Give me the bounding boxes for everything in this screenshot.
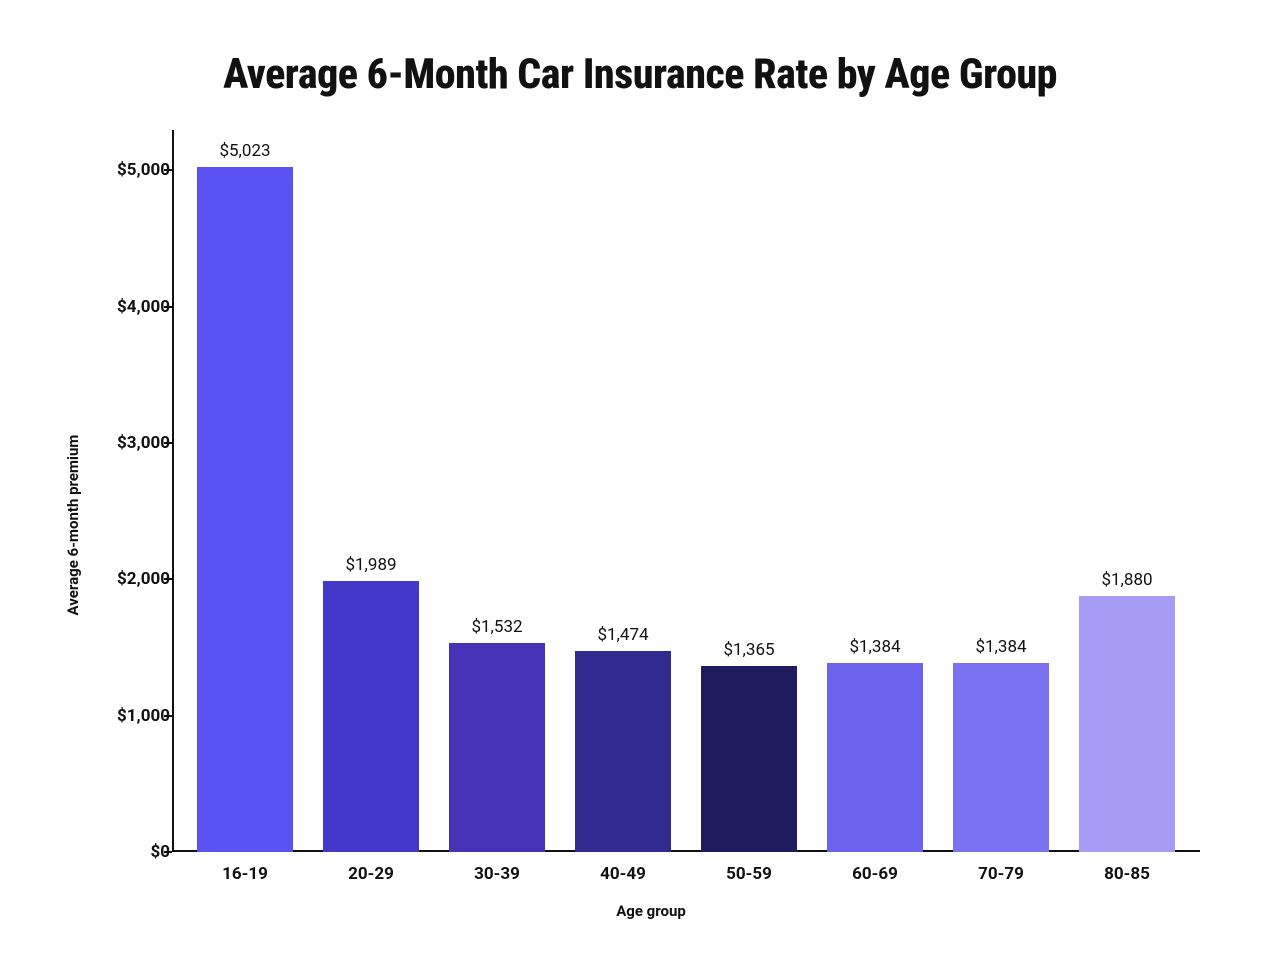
bars-container: $5,023 $1,989 $1,532 $1,474 $1,365 $1,384 $1,3…: [172, 130, 1200, 852]
bar-value-label: $1,880: [1101, 570, 1152, 590]
x-tick-label: 16-19: [182, 852, 308, 884]
bar: [449, 643, 545, 852]
bar-slot: $1,384: [938, 130, 1064, 852]
bar-value-label: $5,023: [219, 141, 270, 161]
chart-title: Average 6-Month Car Insurance Rate by Ag…: [223, 50, 1057, 100]
y-tick-mark: [164, 578, 172, 580]
bar-value-label: $1,384: [975, 637, 1026, 657]
bar-slot: $1,880: [1064, 130, 1190, 852]
x-tick-label: 50-59: [686, 852, 812, 884]
bar: [827, 663, 923, 852]
y-tick-label: $2,000: [82, 569, 170, 589]
x-tick-label: 80-85: [1064, 852, 1190, 884]
y-tick-label: $1,000: [82, 706, 170, 726]
bar-slot: $5,023: [182, 130, 308, 852]
bar: [1079, 596, 1175, 852]
y-tick-label: $5,000: [82, 160, 170, 180]
bar-value-label: $1,384: [849, 637, 900, 657]
bar-value-label: $1,365: [723, 640, 774, 660]
x-tick-label: 20-29: [308, 852, 434, 884]
y-axis-label: Average 6-month premium: [60, 130, 82, 920]
chart-body: Average 6-month premium $0 $1,000 $2,000 $3…: [60, 130, 1220, 920]
y-tick-mark: [164, 442, 172, 444]
plot-area: $0$1,000$2,000$3,000$4,000$5,000$5,023$1…: [82, 130, 1220, 852]
y-tick-label: $4,000: [82, 297, 170, 317]
y-tick-mark: [164, 169, 172, 171]
bar: [323, 581, 419, 852]
y-tick-mark: [164, 306, 172, 308]
x-tick-label: 40-49: [560, 852, 686, 884]
x-axis-label: Age group: [82, 902, 1220, 920]
y-tick-mark: [164, 851, 172, 853]
bar-value-label: $1,474: [597, 625, 648, 645]
bar: [953, 663, 1049, 852]
bar-slot: $1,384: [812, 130, 938, 852]
x-tick-label: 70-79: [938, 852, 1064, 884]
plot-column: $0 $1,000 $2,000 $3,000 $4,000 $5,000 $5,023 $1…: [82, 130, 1220, 920]
x-tick-label: 60-69: [812, 852, 938, 884]
bar: [701, 666, 797, 852]
y-tick-label: $3,000: [82, 433, 170, 453]
bar-slot: $1,989: [308, 130, 434, 852]
x-tick-label: 30-39: [434, 852, 560, 884]
bar-slot: $1,532: [434, 130, 560, 852]
y-tick-label: $0: [82, 842, 170, 862]
y-tick-mark: [164, 715, 172, 717]
chart-container: Average 6-Month Car Insurance Rate by Ag…: [0, 0, 1280, 960]
bar-slot: $1,474: [560, 130, 686, 852]
x-axis-ticks: 16-1920-2930-3940-4950-5960-6970-7980-85: [172, 852, 1200, 884]
bar-value-label: $1,989: [345, 555, 396, 575]
bar: [197, 167, 293, 852]
bar-slot: $1,365: [686, 130, 812, 852]
bar: [575, 651, 671, 852]
plot-grid: $0$1,000$2,000$3,000$4,000$5,000$5,023$1…: [172, 130, 1200, 852]
bar-value-label: $1,532: [471, 617, 522, 637]
